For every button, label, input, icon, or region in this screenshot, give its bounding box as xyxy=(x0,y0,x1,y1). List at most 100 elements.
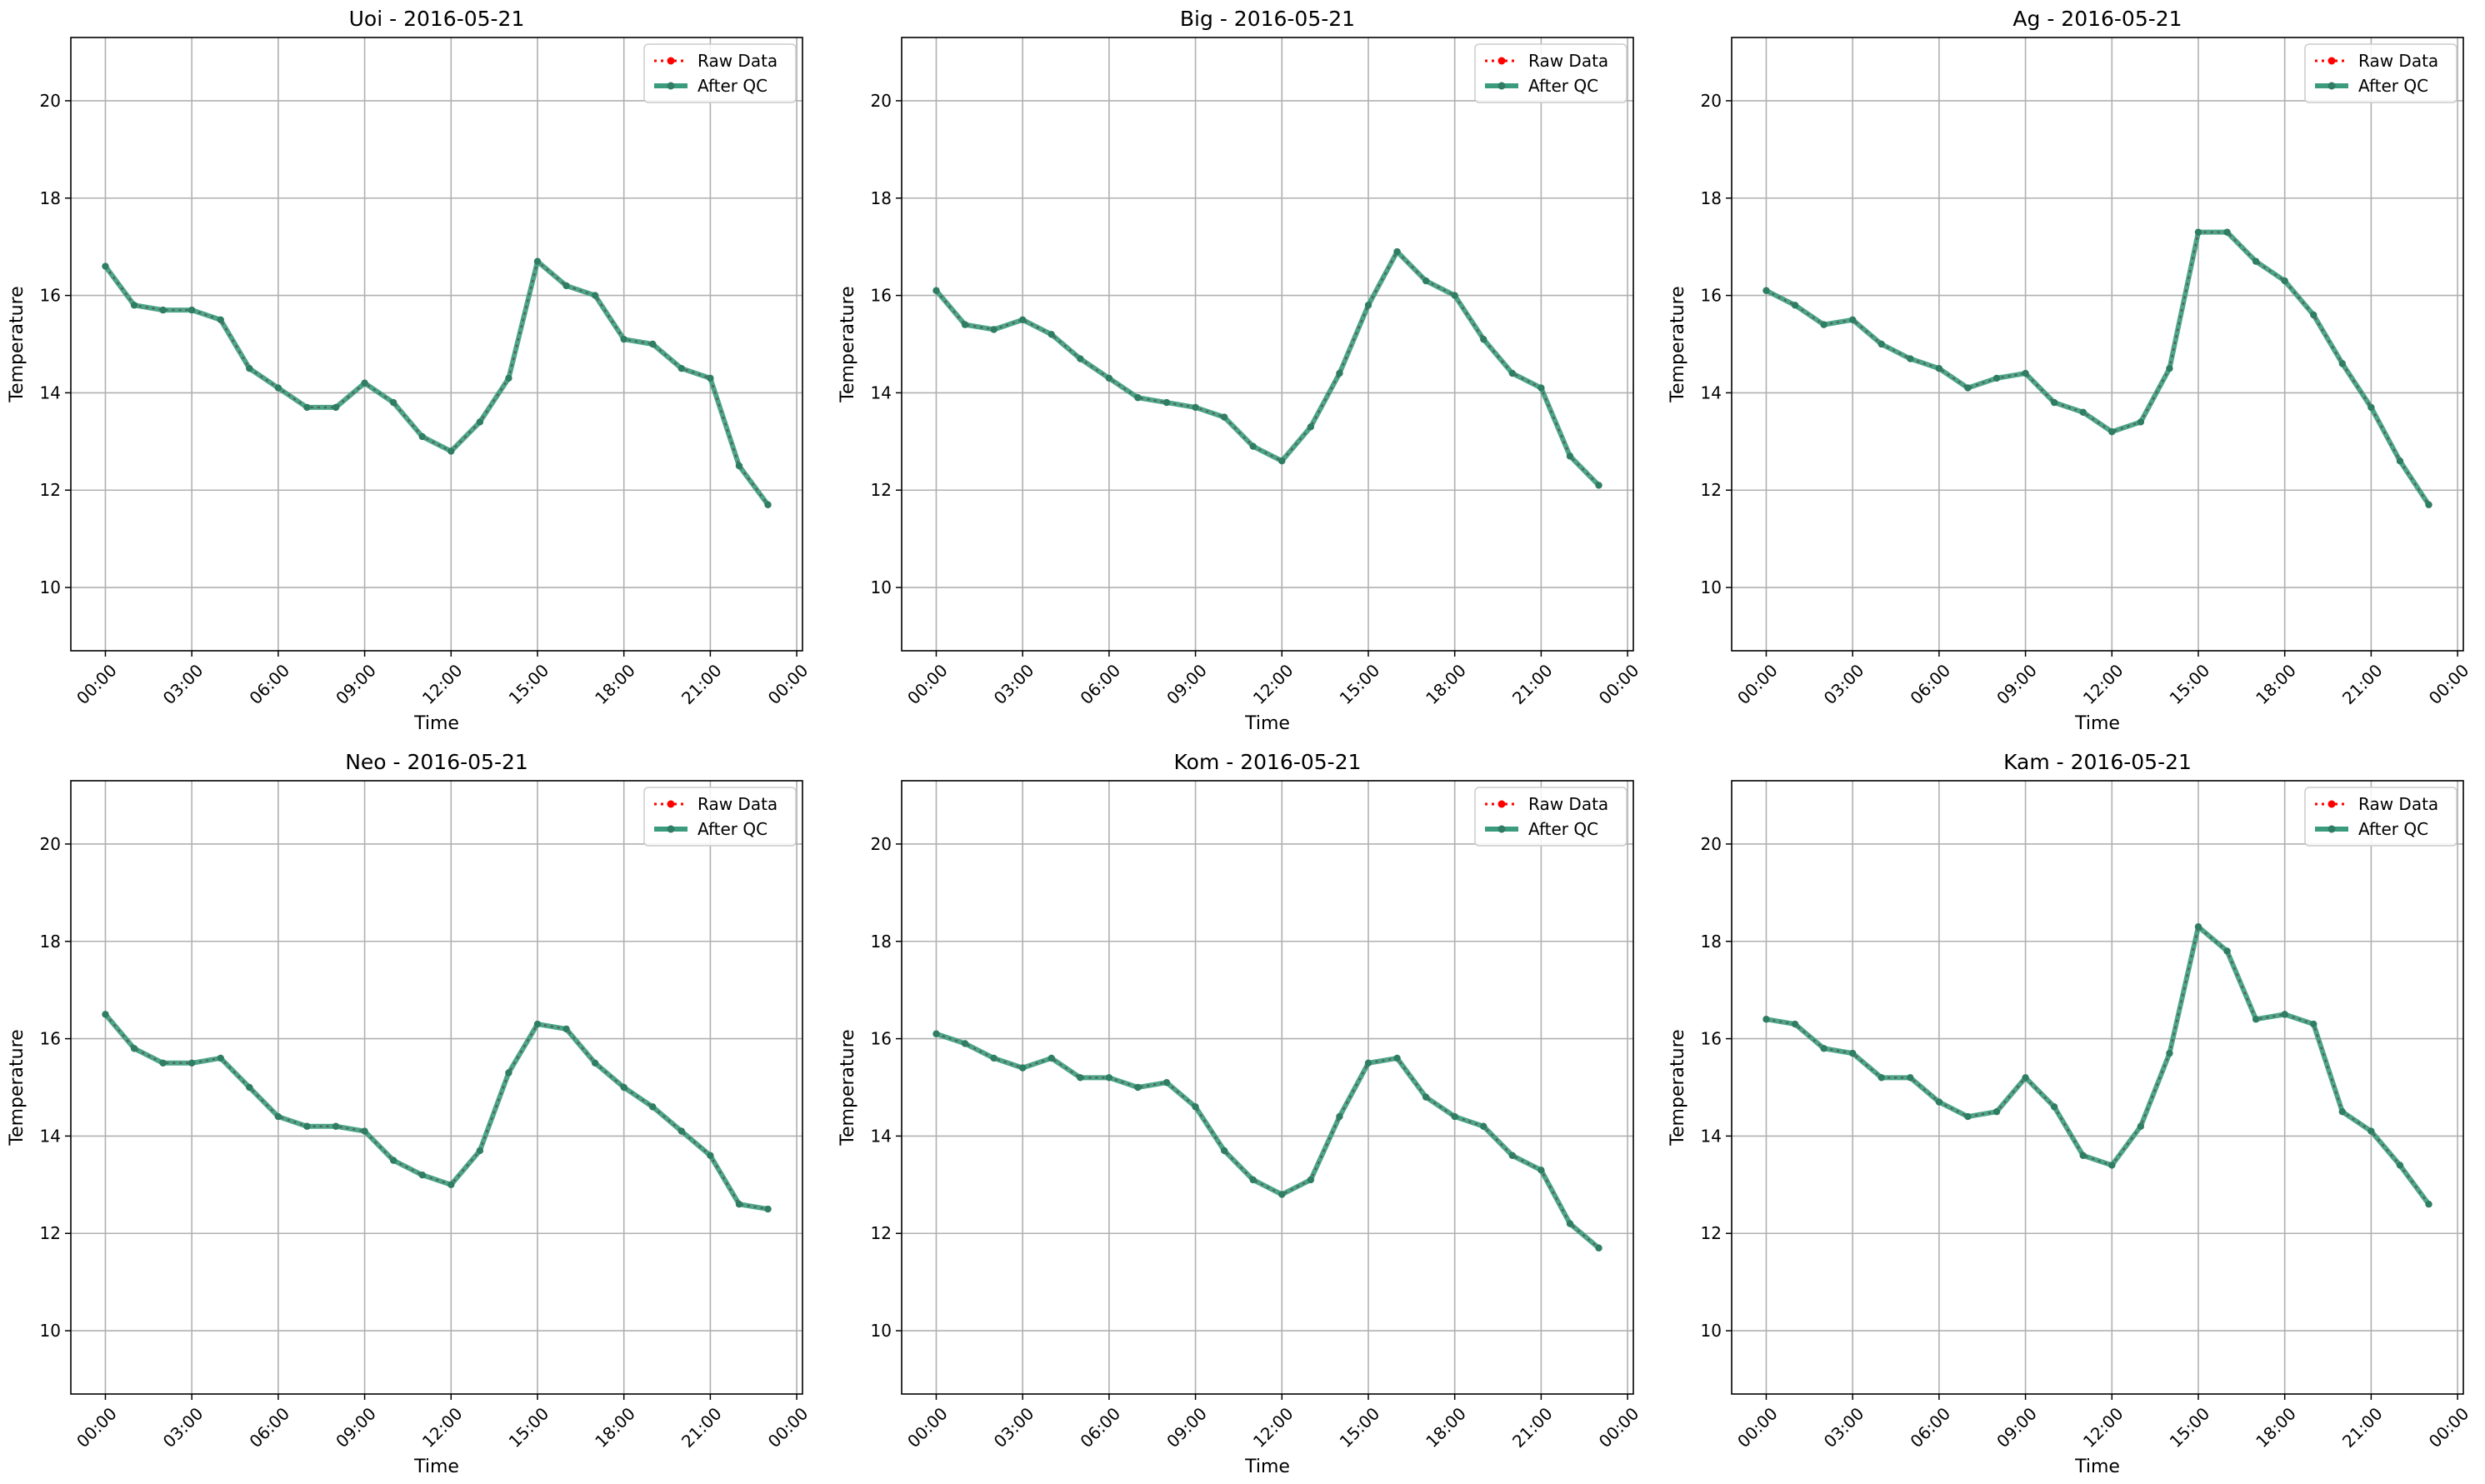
legend-qc-label: After QC xyxy=(698,76,768,96)
plot-area xyxy=(1732,37,2463,651)
after-qc-point xyxy=(932,1030,940,1037)
y-axis-ticks: 10 12 14 16 18 20 xyxy=(1701,91,1732,597)
y-tick-label: 20 xyxy=(40,834,61,854)
after-qc-line xyxy=(103,258,770,507)
y-tick-label: 14 xyxy=(40,382,61,402)
axes-frame xyxy=(1731,780,2464,1395)
y-axis-label: Temperature xyxy=(1668,286,1688,402)
x-tick-label: 03:00 xyxy=(1820,1403,1868,1452)
x-tick-label: 00:00 xyxy=(2425,660,2473,708)
after-qc-point xyxy=(102,1011,109,1018)
y-tick-label: 14 xyxy=(1701,1126,1722,1146)
after-qc-point xyxy=(1220,413,1228,421)
x-tick-label: 00:00 xyxy=(72,660,121,708)
x-tick-label: 06:00 xyxy=(1906,660,1954,708)
x-tick-label: 18:00 xyxy=(1422,660,1470,708)
after-qc-point xyxy=(1480,335,1488,343)
after-qc-point xyxy=(2223,228,2231,236)
legend-raw-label: Raw Data xyxy=(1528,51,1608,71)
after-qc-point xyxy=(1964,1112,1972,1121)
after-qc-point xyxy=(217,1054,224,1062)
after-qc-point xyxy=(1307,423,1315,431)
after-qc-point xyxy=(1249,442,1257,450)
after-qc-point xyxy=(1907,1074,1914,1082)
x-tick-label: 00:00 xyxy=(903,1403,952,1452)
y-axis-label: Temperature xyxy=(7,286,28,402)
after-qc-point xyxy=(1992,1108,2001,1116)
after-qc-point xyxy=(159,306,167,314)
legend-qc-label: After QC xyxy=(1528,819,1598,839)
x-tick-label: 00:00 xyxy=(2425,1403,2473,1452)
after-qc-point xyxy=(1566,1220,1574,1227)
legend-raw-label: Raw Data xyxy=(2358,794,2438,814)
legend-qc-label: After QC xyxy=(2358,76,2428,96)
after-qc-point xyxy=(2425,501,2432,508)
y-tick-label: 12 xyxy=(871,480,892,500)
after-qc-point xyxy=(1018,316,1027,323)
after-qc-point xyxy=(1364,1059,1372,1067)
subplot-2: 00:00 03:00 06:00 09:00 12:00 15:00 18:00 21:00… xyxy=(838,7,1642,734)
legend-qc-label: After QC xyxy=(1528,76,1598,96)
x-tick-label: 09:00 xyxy=(1162,660,1211,708)
after-qc-point xyxy=(533,1020,542,1028)
after-qc-point xyxy=(990,1054,998,1062)
x-tick-label: 03:00 xyxy=(990,1403,1038,1452)
after-qc-point xyxy=(1935,365,1943,372)
x-tick-label: 03:00 xyxy=(159,660,208,708)
after-qc-point xyxy=(2022,369,2029,377)
legend-raw-label: Raw Data xyxy=(1528,794,1608,814)
x-tick-label: 09:00 xyxy=(1992,1403,2041,1452)
x-axis-label: Time xyxy=(1244,713,1290,734)
y-tick-label: 20 xyxy=(1701,91,1722,111)
axes-frame xyxy=(1731,37,2464,652)
after-qc-point xyxy=(591,292,599,299)
after-qc-point xyxy=(2166,1049,2173,1057)
after-qc-point xyxy=(188,1059,196,1067)
y-tick-label: 10 xyxy=(1701,577,1722,597)
after-qc-point xyxy=(1791,302,1799,309)
y-tick-label: 20 xyxy=(40,91,61,111)
after-qc-point xyxy=(1762,287,1770,294)
x-tick-label: 03:00 xyxy=(1820,660,1868,708)
legend-qc-marker xyxy=(2328,825,2336,833)
after-qc-point xyxy=(1364,302,1372,309)
subplot-title: Big - 2016-05-21 xyxy=(1180,7,1355,31)
after-qc-point xyxy=(1964,384,1972,392)
after-qc-point xyxy=(1848,1049,1857,1057)
axes-frame xyxy=(70,780,803,1395)
y-tick-label: 12 xyxy=(871,1223,892,1243)
x-tick-label: 00:00 xyxy=(72,1403,121,1452)
after-qc-point xyxy=(678,365,686,372)
y-tick-label: 14 xyxy=(1701,382,1722,402)
x-tick-label: 09:00 xyxy=(332,1403,380,1452)
y-tick-label: 14 xyxy=(871,382,892,402)
x-tick-label: 12:00 xyxy=(418,1403,467,1452)
legend: Raw Data After QC xyxy=(1474,787,1628,847)
legend-qc-label: After QC xyxy=(698,819,768,839)
after-qc-point xyxy=(130,1045,138,1052)
after-qc-point xyxy=(2396,1162,2404,1169)
after-qc-point xyxy=(2194,228,2202,236)
after-qc-point xyxy=(1422,1093,1430,1101)
after-qc-point xyxy=(246,365,253,372)
after-qc-point xyxy=(102,262,109,270)
x-tick-label: 09:00 xyxy=(1162,1403,1211,1452)
after-qc-point xyxy=(1992,374,2001,382)
after-qc-point xyxy=(130,302,138,309)
x-tick-label: 09:00 xyxy=(332,660,380,708)
legend-raw-marker xyxy=(2328,57,2336,65)
x-tick-label: 18:00 xyxy=(2252,1403,2300,1452)
after-qc-point xyxy=(2223,947,2231,955)
x-tick-label: 15:00 xyxy=(1336,660,1384,708)
after-qc-point xyxy=(188,306,196,314)
y-tick-label: 10 xyxy=(40,1321,61,1341)
after-qc-point xyxy=(303,403,311,412)
x-axis-label: Time xyxy=(2074,713,2120,734)
y-tick-label: 18 xyxy=(1701,932,1722,952)
after-qc-point xyxy=(1566,452,1574,460)
after-qc-point xyxy=(418,432,426,441)
after-qc-point xyxy=(505,1069,512,1077)
after-qc-point xyxy=(361,379,368,387)
y-tick-label: 12 xyxy=(1701,480,1722,500)
after-qc-point xyxy=(620,1083,628,1092)
